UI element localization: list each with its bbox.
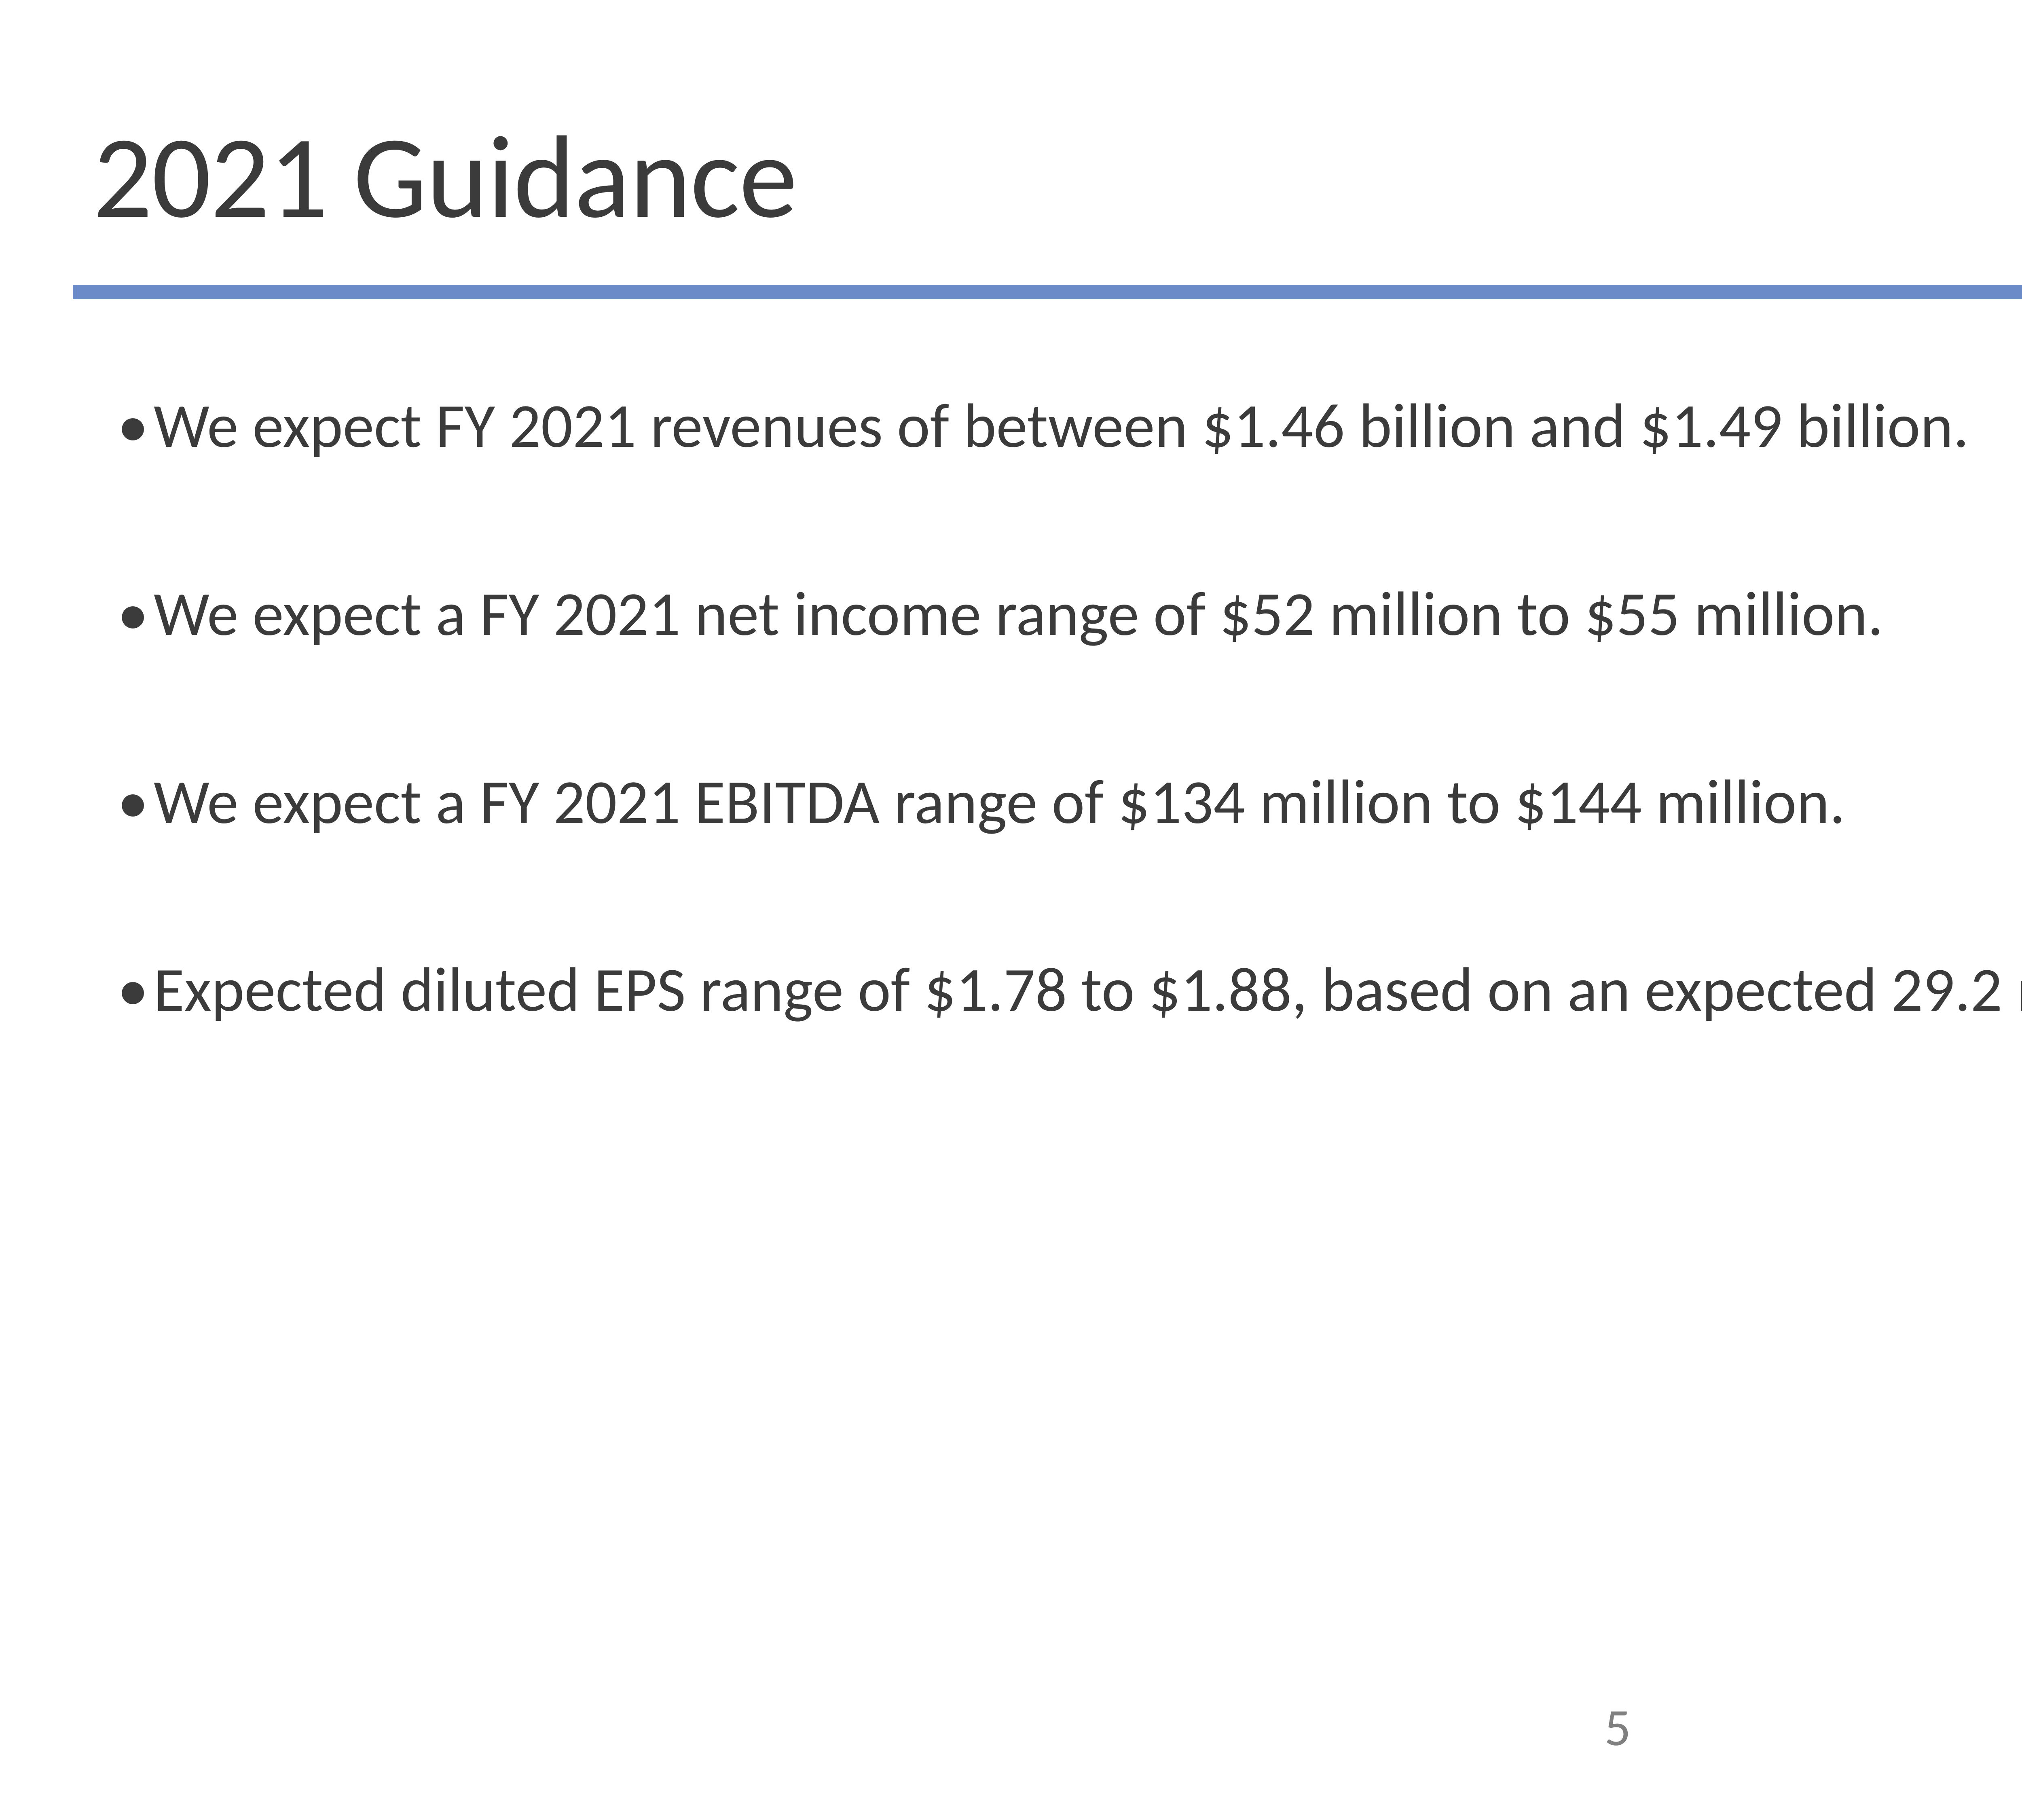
bullet-item: We expect a FY 2021 EBITDA range of $134… xyxy=(117,756,2022,847)
slide-title: 2021 Guidance xyxy=(93,105,2022,248)
bullet-item: We expect FY 2021 revenues of between $1… xyxy=(117,380,2022,471)
bullet-item: We expect a FY 2021 net income range of … xyxy=(117,568,2022,659)
bullet-list: We expect FY 2021 revenues of between $1… xyxy=(93,380,2022,1035)
page-number: 5 xyxy=(1604,1695,1631,1759)
title-divider xyxy=(73,285,2022,299)
slide-container: 2021 Guidance We expect FY 2021 revenues… xyxy=(0,0,2022,1820)
bullet-item: Expected diluted EPS range of $1.78 to $… xyxy=(117,944,2022,1035)
